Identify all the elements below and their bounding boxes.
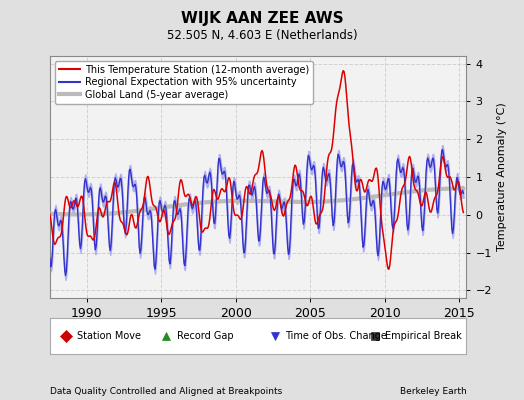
Text: Empirical Break: Empirical Break xyxy=(385,331,462,341)
Text: 52.505 N, 4.603 E (Netherlands): 52.505 N, 4.603 E (Netherlands) xyxy=(167,29,357,42)
Legend: This Temperature Station (12-month average), Regional Expectation with 95% uncer: This Temperature Station (12-month avera… xyxy=(54,61,313,104)
Text: Record Gap: Record Gap xyxy=(177,331,234,341)
Text: Berkeley Earth: Berkeley Earth xyxy=(400,387,466,396)
Text: Station Move: Station Move xyxy=(77,331,141,341)
Text: Time of Obs. Change: Time of Obs. Change xyxy=(285,331,387,341)
Y-axis label: Temperature Anomaly (°C): Temperature Anomaly (°C) xyxy=(497,103,507,251)
Text: WIJK AAN ZEE AWS: WIJK AAN ZEE AWS xyxy=(181,11,343,26)
Text: Data Quality Controlled and Aligned at Breakpoints: Data Quality Controlled and Aligned at B… xyxy=(50,387,282,396)
